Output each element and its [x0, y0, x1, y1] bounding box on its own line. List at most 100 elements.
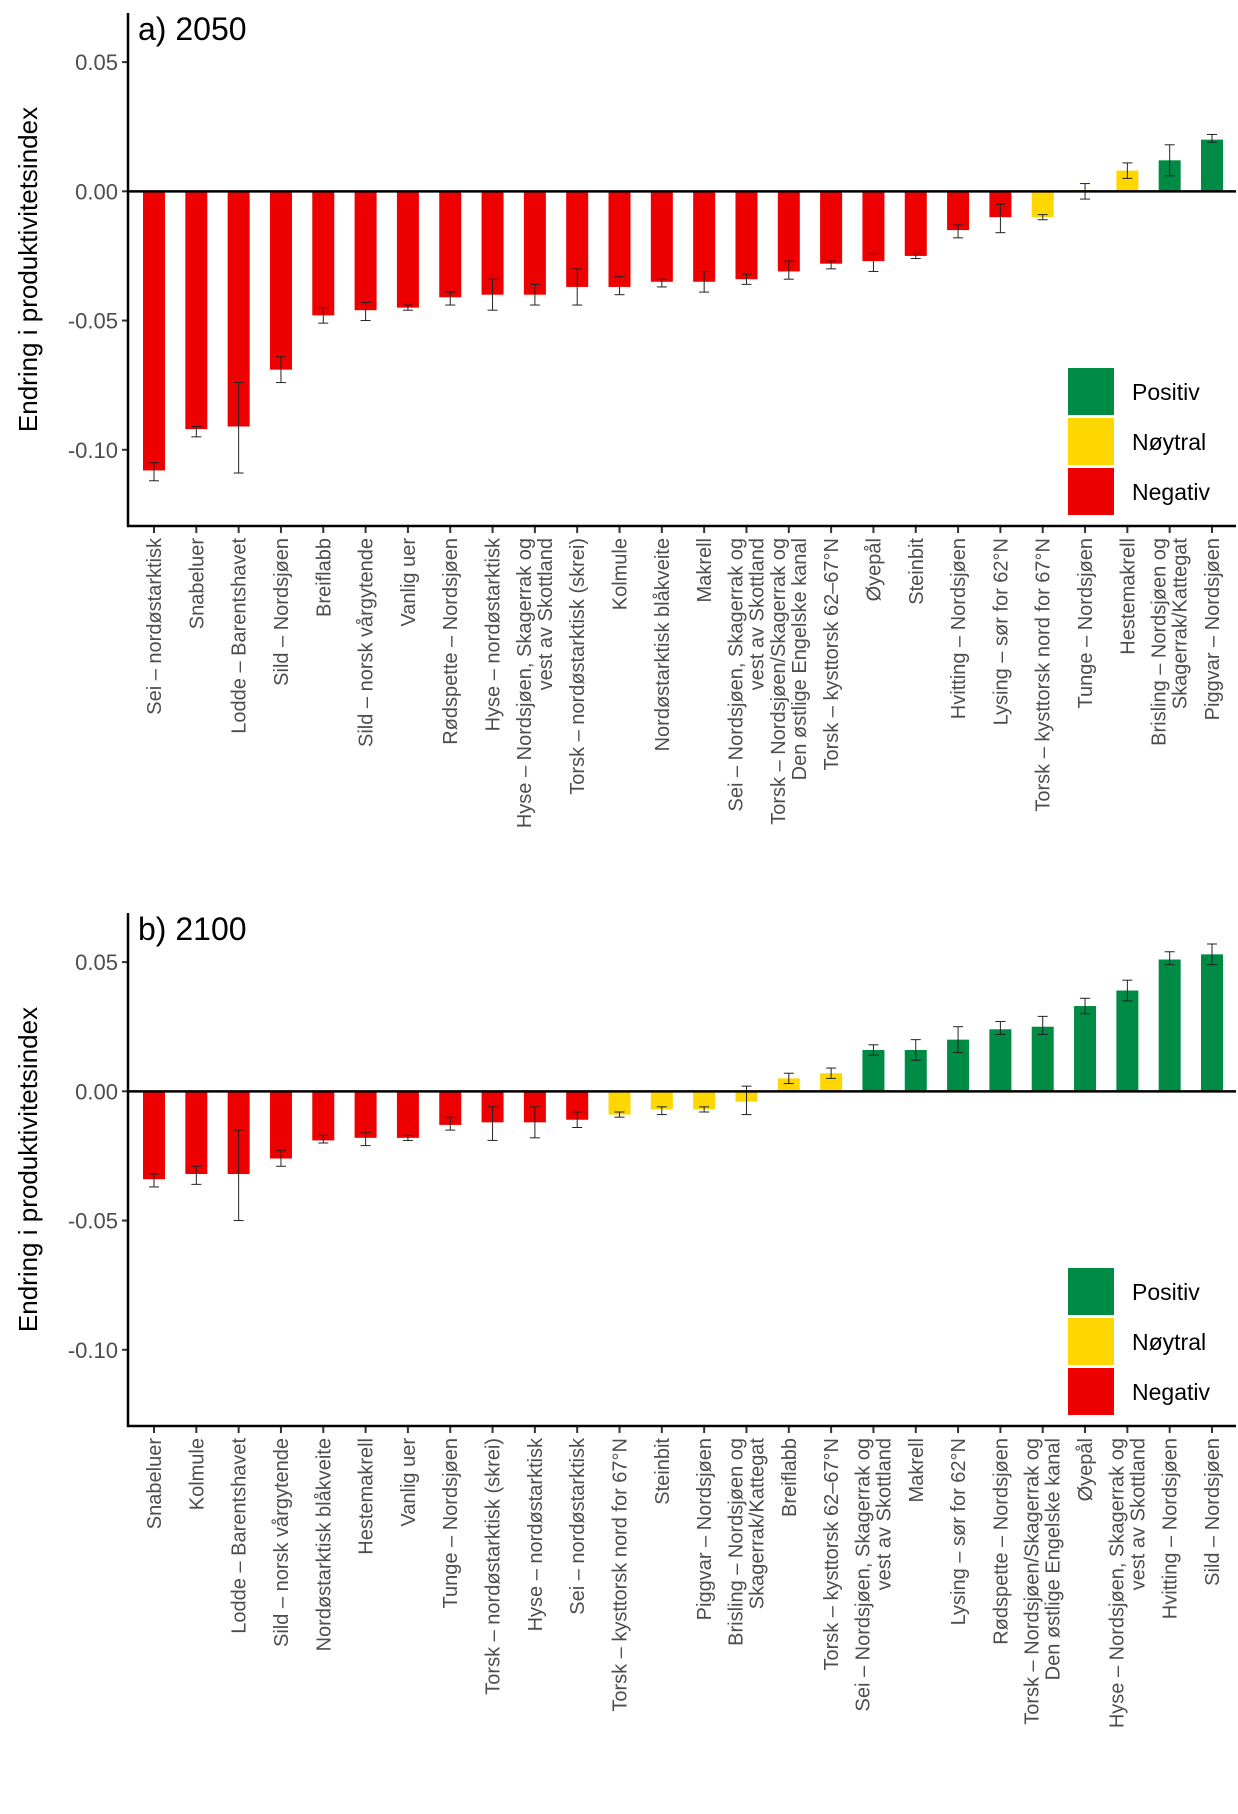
x-tick-label: Torsk – kysttorsk nord for 67°N [1033, 538, 1055, 812]
x-tick-label-line: Snabeluer [144, 1438, 166, 1530]
x-tick-label-line: Hyse – nordøstarktisk [525, 1437, 547, 1631]
x-tick-label-line: Sild – norsk vårgytende [271, 1438, 293, 1647]
x-tick-label: Rødspette – Nordsjøen [440, 538, 462, 745]
x-tick-label: Torsk – kysttorsk 62–67°N [821, 1438, 843, 1671]
bar [735, 191, 758, 280]
x-tick-label-line: Vanlig uer [398, 538, 420, 627]
x-tick-label: Hyse – Nordsjøen, Skagerrak ogvest av Sk… [1106, 1438, 1149, 1728]
error-bar [826, 1067, 837, 1079]
x-tick-label: Breiflabb [779, 1438, 801, 1517]
error-bar [614, 276, 625, 296]
x-tick-label: Hestemakrell [1117, 538, 1139, 655]
x-tick-label-line: Øyepål [863, 538, 885, 601]
x-tick-label: Lysing – sør for 62°N [990, 538, 1012, 725]
x-tick-label-line: Kolmule [610, 538, 632, 610]
bar [650, 1091, 673, 1110]
x-tick-label-line: Sild – Nordsjøen [271, 538, 293, 686]
error-bar [1122, 162, 1133, 179]
error-bar [1037, 214, 1048, 221]
bar [820, 191, 843, 264]
bar [650, 191, 673, 282]
x-tick-label-line: Torsk – nordøstarktisk (skrei) [567, 538, 589, 795]
error-bar [826, 260, 837, 270]
x-tick-label: Kolmule [610, 538, 632, 610]
x-tick-label: Sei – nordøstarktisk [567, 1437, 589, 1615]
x-tick-label-line: Hvitting – Nordsjøen [948, 538, 970, 719]
x-tick-label: Tunge – Nordsjøen [1075, 538, 1097, 708]
bar [312, 1091, 335, 1141]
bar [1031, 191, 1054, 218]
bar [481, 191, 504, 295]
panel-title: b) 2100 [138, 911, 247, 947]
error-bar [1037, 1015, 1048, 1035]
bar [989, 1029, 1012, 1092]
error-bar [1164, 144, 1175, 177]
x-tick-label: Piggvar – Nordsjøen [1202, 538, 1224, 720]
x-tick-label: Vanlig uer [398, 538, 420, 627]
y-tick-label: -0.05 [68, 1209, 118, 1234]
x-tick-label-line: Sei – Nordsjøen, Skagerrak og [725, 538, 747, 811]
x-tick-label: Snabeluer [186, 538, 208, 630]
x-tick-label-line: vest av Skottland [746, 538, 768, 690]
bar [904, 1049, 927, 1092]
error-bar [953, 224, 964, 239]
legend-label: Positiv [1132, 379, 1200, 405]
x-tick-label-line: Hvitting – Nordsjøen [1160, 1438, 1182, 1619]
error-bar [910, 1039, 921, 1061]
x-tick-label-line: Hyse – Nordsjøen, Skagerrak og [1106, 1438, 1128, 1728]
legend-key-noytral [1068, 1318, 1114, 1365]
x-tick-label-line: Den østlige Engelske kanal [789, 538, 811, 780]
bar [354, 191, 377, 311]
error-bar [149, 462, 159, 482]
x-tick-label: Hvitting – Nordsjøen [1160, 1438, 1182, 1619]
legend: Positiv Nøytral Negativ [1068, 368, 1210, 515]
x-tick-label-line: Lodde – Barentshavet [229, 538, 251, 734]
bar [354, 1091, 377, 1138]
x-tick-label-line: Piggvar – Nordsjøen [1202, 538, 1224, 720]
bar [904, 191, 927, 256]
bar [185, 191, 208, 430]
legend-key-noytral [1068, 418, 1114, 465]
error-bar [868, 1044, 879, 1056]
error-bar [656, 278, 667, 288]
error-bar [275, 1150, 286, 1167]
bar [523, 191, 546, 295]
bar [566, 1091, 589, 1120]
x-tick-label-line: Torsk – Nordsjøen/Skagerrak og [1022, 1438, 1044, 1725]
legend-label: Positiv [1132, 1279, 1200, 1305]
x-tick-label-line: Hestemakrell [1117, 538, 1139, 655]
legend-key-positiv [1068, 1268, 1114, 1315]
bar [269, 1091, 292, 1159]
y-tick-label: -0.10 [68, 438, 118, 463]
bar [777, 191, 800, 272]
x-tick-label-line: Skagerrak/Kattegat [1170, 538, 1192, 710]
bar [693, 191, 716, 282]
x-tick-label-line: Breiflabb [779, 1438, 801, 1517]
x-tick-label: Kolmule [186, 1438, 208, 1510]
error-bar [868, 252, 879, 272]
x-tick-label: Øyepål [863, 538, 885, 601]
bar [227, 191, 250, 427]
x-tick-label-line: Lysing – sør for 62°N [990, 538, 1012, 725]
bar [820, 1073, 843, 1092]
x-tick-label-line: Steinbit [652, 1438, 674, 1505]
x-tick-label-line: vest av Skottland [535, 538, 557, 690]
x-tick-label-line: Sild – norsk vårgytende [356, 538, 378, 747]
error-bar [656, 1106, 667, 1116]
bar [185, 1091, 208, 1175]
x-tick-label: Sei – Nordsjøen, Skagerrak ogvest av Sko… [852, 1438, 895, 1711]
x-tick-label-line: Makrell [906, 1438, 928, 1502]
y-axis-label: Endring i produktivitetsindex [13, 107, 43, 432]
error-bar [233, 382, 244, 474]
legend-key-negativ [1068, 1368, 1114, 1415]
x-tick-label-line: Torsk – kysttorsk nord for 67°N [1033, 538, 1055, 812]
bar [396, 191, 419, 308]
legend-label: Negativ [1132, 479, 1210, 505]
x-tick-label-line: Brisling – Nordsjøen og [1149, 538, 1171, 746]
x-tick-label-line: Torsk – kysttorsk 62–67°N [821, 1438, 843, 1671]
legend-label: Negativ [1132, 1379, 1210, 1405]
x-tick-label-line: Steinbit [906, 538, 928, 605]
error-bar [572, 1111, 583, 1129]
bar [947, 191, 970, 231]
